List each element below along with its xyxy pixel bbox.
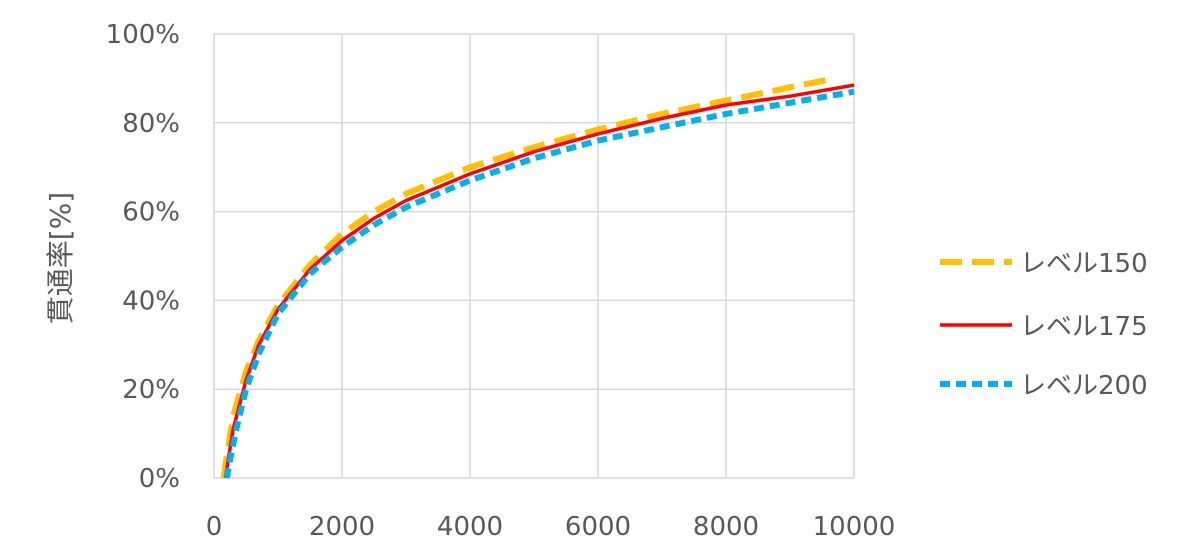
series-line-1 xyxy=(220,75,836,479)
y-tick-label: 20% xyxy=(122,375,180,405)
legend: レベル150 レベル175 レベル200 xyxy=(940,249,1148,401)
x-tick-label: 2000 xyxy=(309,512,375,542)
y-tick-label: 60% xyxy=(122,198,180,228)
x-tick-label: 8000 xyxy=(693,512,759,542)
legend-label-1: レベル150 xyxy=(1020,249,1148,279)
x-tick-label: 10000 xyxy=(813,512,896,542)
y-axis-title: 貫通率[%] xyxy=(44,192,77,324)
legend-label-3: レベル200 xyxy=(1020,371,1148,401)
y-tick-label: 100% xyxy=(106,20,180,50)
y-tick-label: 80% xyxy=(122,109,180,139)
x-tick-label: 6000 xyxy=(565,512,631,542)
x-axis-tick-labels: 0 2000 4000 6000 8000 10000 xyxy=(206,512,896,542)
x-tick-label: 0 xyxy=(206,512,223,542)
series-line-2 xyxy=(223,83,855,479)
y-axis-tick-labels: 0% 20% 40% 60% 80% 100% xyxy=(106,20,180,494)
y-tick-label: 40% xyxy=(122,286,180,316)
grid-lines xyxy=(213,33,855,479)
series-lines xyxy=(220,75,855,479)
legend-label-2: レベル175 xyxy=(1020,312,1148,342)
series-line-3 xyxy=(223,88,855,479)
x-tick-label: 4000 xyxy=(437,512,503,542)
y-tick-label: 0% xyxy=(139,464,180,494)
